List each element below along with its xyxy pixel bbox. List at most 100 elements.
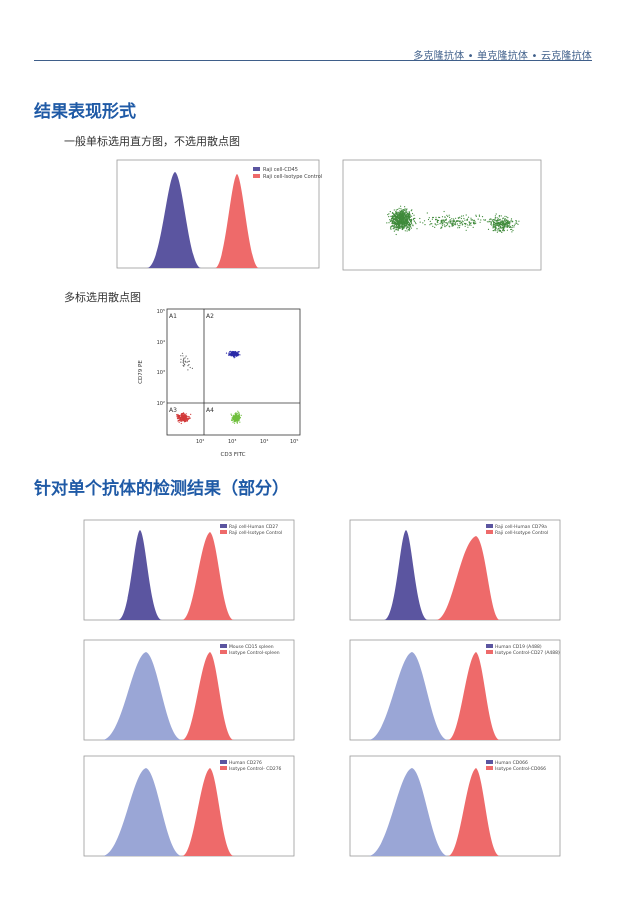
scatter-dot <box>423 220 426 222</box>
scatter-dot <box>511 231 513 233</box>
scatter-dot <box>508 221 511 223</box>
scatter-dot <box>492 227 494 229</box>
scatter-dot <box>503 222 505 224</box>
scatter-dot <box>451 224 453 226</box>
scatter-dot <box>518 220 520 222</box>
quad-dot <box>182 414 184 416</box>
quad-dot <box>236 412 238 414</box>
scatter-dot <box>396 219 398 221</box>
scatter-dot <box>391 222 393 224</box>
y-tick-4: 10⁵ <box>157 309 165 315</box>
quad-dot <box>187 365 189 367</box>
scatter-dot <box>498 215 500 217</box>
right-peak <box>182 532 234 620</box>
scatter-dot <box>451 218 453 220</box>
quad-dot <box>234 414 236 416</box>
scatter-dot <box>397 226 399 228</box>
quad-dot <box>229 353 231 355</box>
scatter-dot <box>404 230 406 232</box>
scatter-dot <box>404 206 406 208</box>
scatter-dot <box>396 216 398 218</box>
legend-label: Raji cell-Human CD27 <box>229 524 278 530</box>
scatter-dot <box>409 223 411 225</box>
scatter-dot <box>509 226 511 228</box>
quad-dot <box>183 358 185 360</box>
scatter-dot <box>461 220 463 222</box>
scatter-dot <box>441 227 443 229</box>
scatter-dot <box>406 213 408 215</box>
quad-dot <box>183 419 185 421</box>
quad-dot <box>177 415 179 417</box>
scatter-dot <box>434 226 436 228</box>
y-tick-2: 10³ <box>157 370 165 376</box>
scatter-dot <box>510 219 512 221</box>
quad-dot <box>233 351 235 353</box>
quad-dot <box>178 417 180 419</box>
scatter-dot <box>409 225 411 227</box>
x-tick-2: 10³ <box>228 439 236 445</box>
scatter-dot <box>394 213 396 215</box>
scatter-dot <box>400 221 402 223</box>
quad-dot <box>181 413 183 415</box>
scatter-dot <box>402 218 404 220</box>
scatter-dot <box>390 226 392 228</box>
scatter-dot <box>404 214 406 216</box>
scatter-dot <box>496 217 498 219</box>
quad-dot <box>230 351 232 353</box>
scatter-dot <box>492 226 494 228</box>
scatter-dot <box>447 222 449 224</box>
scatter-dot <box>515 220 517 222</box>
scatter-dot <box>447 215 449 218</box>
quad-dot <box>185 413 187 415</box>
scatter-dot <box>513 224 515 227</box>
scatter-dot <box>495 230 497 232</box>
scatter-dot <box>401 226 403 228</box>
scatter-dot <box>403 217 405 219</box>
quad-dot <box>179 418 182 420</box>
scatter-dot <box>408 211 410 213</box>
scatter-dot <box>467 216 470 218</box>
scatter-dot <box>443 224 445 226</box>
quad-dot <box>188 416 190 418</box>
scatter-dot <box>398 207 400 209</box>
scatter-dot <box>491 224 493 226</box>
right-peak <box>448 768 500 856</box>
quad-dot <box>236 353 238 355</box>
scatter-dot <box>491 219 493 221</box>
quad-dot <box>180 355 182 357</box>
quad-dot <box>234 354 236 356</box>
quad-dot <box>234 413 236 415</box>
scatter-dot <box>501 223 503 225</box>
quad-dot <box>184 419 186 421</box>
scatter-dot <box>410 210 412 212</box>
scatter-dot <box>399 222 401 224</box>
scatter-dot <box>413 214 415 216</box>
scatter-dot <box>432 216 434 219</box>
scatter-dot <box>408 229 410 232</box>
quad-dot <box>183 365 185 367</box>
scatter-dot <box>392 216 395 218</box>
scatter-dot <box>459 216 461 218</box>
legend-label-1: Raji cell-CD45 <box>263 167 298 173</box>
quad-dot <box>185 361 187 363</box>
scatter-dot <box>393 230 395 232</box>
scatter-dot <box>499 221 501 223</box>
quad-dot <box>228 354 230 356</box>
scatter-dot <box>490 218 492 220</box>
scatter-dot <box>468 222 471 224</box>
scatter-dot <box>403 209 405 211</box>
scatter-dot <box>392 217 394 219</box>
scatter-dot <box>475 222 477 224</box>
quad-dot <box>240 414 242 416</box>
scatter-dot <box>398 227 400 229</box>
scatter-dot <box>516 222 518 224</box>
scatter-dot <box>403 227 405 229</box>
right-peak <box>436 536 500 620</box>
quad-dot <box>176 414 178 416</box>
scatter-dot <box>402 216 404 218</box>
scatter-dot <box>504 215 506 217</box>
scatter-dot <box>510 221 512 223</box>
scatter-dot <box>506 229 508 231</box>
scatter-dot <box>453 218 455 220</box>
scatter-dot <box>431 218 433 220</box>
